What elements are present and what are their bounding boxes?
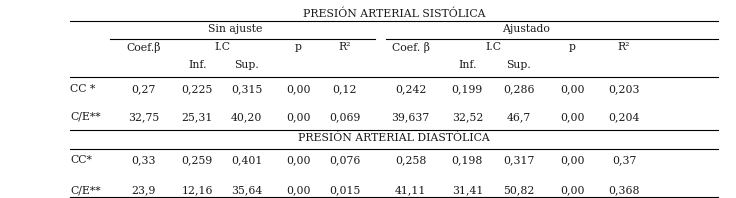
Text: 23,9: 23,9 [131,185,156,195]
Text: I.C: I.C [214,42,230,52]
Text: 12,16: 12,16 [182,185,213,195]
Text: 0,00: 0,00 [560,84,585,94]
Text: 25,31: 25,31 [182,112,213,122]
Text: Inf.: Inf. [188,60,207,70]
Text: 0,069: 0,069 [329,112,360,122]
Text: 0,401: 0,401 [231,155,262,166]
Text: Coef.β: Coef.β [127,42,160,53]
Text: 40,20: 40,20 [231,112,262,122]
Text: p: p [569,42,576,52]
Text: Sin ajuste: Sin ajuste [208,24,263,34]
Text: 0,242: 0,242 [395,84,426,94]
Text: 0,27: 0,27 [131,84,156,94]
Text: 0,286: 0,286 [503,84,534,94]
Text: 0,00: 0,00 [286,84,311,94]
Text: 0,204: 0,204 [609,112,640,122]
Text: 0,225: 0,225 [182,84,213,94]
Text: 39,637: 39,637 [392,112,430,122]
Text: 0,00: 0,00 [286,112,311,122]
Text: 0,198: 0,198 [452,155,483,166]
Text: 0,368: 0,368 [609,185,640,195]
Text: R²: R² [618,42,630,52]
Text: I.C: I.C [485,42,501,52]
Text: 0,00: 0,00 [286,185,311,195]
Text: 50,82: 50,82 [503,185,534,195]
Text: 0,203: 0,203 [609,84,640,94]
Text: 32,75: 32,75 [128,112,159,122]
Text: PRESIÓN ARTERIAL SISTÓLICA: PRESIÓN ARTERIAL SISTÓLICA [302,9,485,19]
Text: 0,00: 0,00 [560,155,585,166]
Text: 0,015: 0,015 [329,185,360,195]
Text: 0,317: 0,317 [503,155,534,166]
Text: Inf.: Inf. [458,60,477,70]
Text: 32,52: 32,52 [452,112,483,122]
Text: 0,33: 0,33 [131,155,156,166]
Text: CC *: CC * [70,84,95,94]
Text: 41,11: 41,11 [395,185,426,195]
Text: 31,41: 31,41 [452,185,483,195]
Text: 46,7: 46,7 [507,112,531,122]
Text: 0,00: 0,00 [560,185,585,195]
Text: 35,64: 35,64 [231,185,262,195]
Text: Ajustado: Ajustado [502,24,551,34]
Text: C/E**: C/E** [70,185,101,195]
Text: 0,37: 0,37 [612,155,637,166]
Text: Sup.: Sup. [234,60,259,70]
Text: 0,258: 0,258 [395,155,426,166]
Text: 0,12: 0,12 [332,84,357,94]
Text: 0,00: 0,00 [560,112,585,122]
Text: 0,076: 0,076 [329,155,360,166]
Text: 0,259: 0,259 [182,155,213,166]
Text: 0,315: 0,315 [231,84,262,94]
Text: 0,00: 0,00 [286,155,311,166]
Text: Sup.: Sup. [506,60,531,70]
Text: Coef. β: Coef. β [392,42,430,53]
Text: PRESIÓN ARTERIAL DIASTÓLICA: PRESIÓN ARTERIAL DIASTÓLICA [298,133,489,143]
Text: R²: R² [339,42,350,52]
Text: CC*: CC* [70,155,92,166]
Text: 0,199: 0,199 [452,84,483,94]
Text: C/E**: C/E** [70,112,101,122]
Text: p: p [294,42,302,52]
